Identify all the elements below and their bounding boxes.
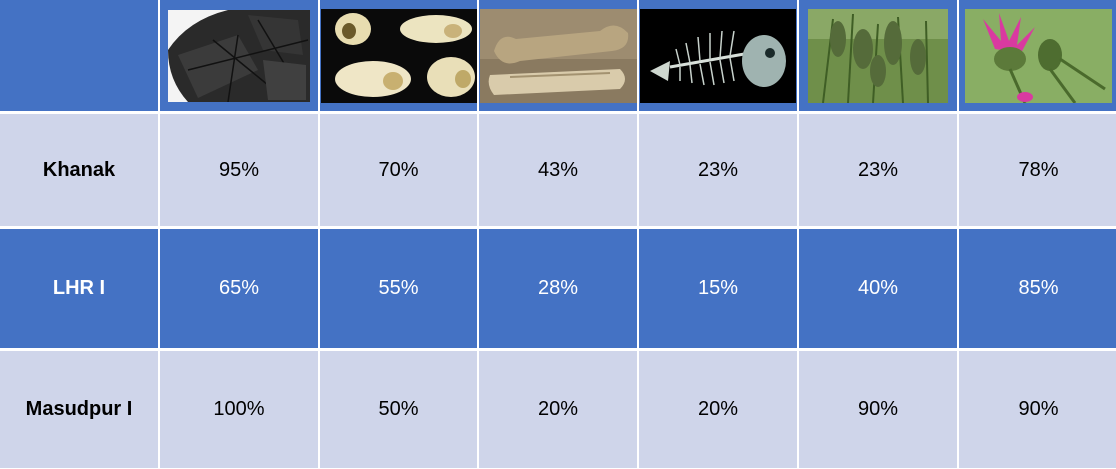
table-cell: 43% [479, 114, 637, 226]
row-label: LHR I [0, 229, 158, 348]
table-cell: 15% [697, 277, 739, 299]
table-cell: 23% [799, 114, 957, 226]
animal-bones-photo [479, 8, 637, 103]
table-cell: 95% [160, 114, 318, 226]
row-label: Khanak [0, 114, 158, 226]
table-cell: 78% [959, 114, 1116, 226]
table-cell: 70% [320, 114, 477, 226]
column-header-millet-plants [799, 0, 957, 111]
charcoal-photo [168, 9, 310, 102]
table-cell: 23% [639, 114, 797, 226]
table-cell: 20% [639, 351, 797, 468]
column-header-animal-bones [479, 0, 637, 111]
snail-shells-photo [320, 8, 477, 103]
fish-skeleton-photo [640, 8, 796, 103]
column-header-fish-skeleton [639, 0, 797, 111]
table-cell: 20% [479, 351, 637, 468]
table-cell: 90% [959, 351, 1116, 468]
table-cell: 55% [378, 277, 419, 299]
column-header-charcoal [160, 0, 318, 111]
table-cell: 28% [537, 277, 579, 299]
corner-header-cell [0, 0, 158, 111]
table-cell: 85% [1018, 277, 1059, 299]
row-label: Masudpur I [0, 351, 158, 468]
column-header-thistle-flower [959, 0, 1116, 111]
table-cell: 90% [799, 351, 957, 468]
table-cell: 40% [857, 277, 899, 299]
millet-plants-photo [808, 8, 948, 103]
table-cell: 65% [218, 277, 260, 299]
table-cell: 50% [320, 351, 477, 468]
column-header-snail-shells [320, 0, 477, 111]
thistle-flower-photo [965, 8, 1112, 103]
table-cell: 100% [160, 351, 318, 468]
